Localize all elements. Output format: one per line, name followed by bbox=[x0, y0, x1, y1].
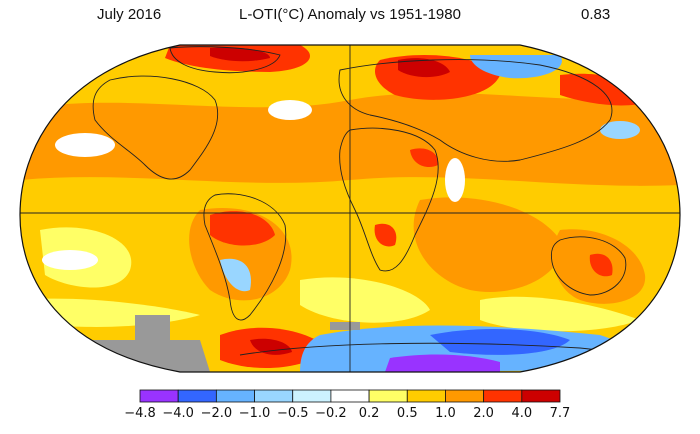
legend-swatch bbox=[215, 389, 255, 403]
global-mean-value: 0.83 bbox=[581, 6, 611, 23]
anomaly-region-antarctica-cold bbox=[430, 328, 570, 355]
legend-tick-label: 0.5 bbox=[397, 406, 418, 421]
coastline-south-america bbox=[203, 193, 287, 321]
legend-tick-label: 2.0 bbox=[473, 406, 494, 421]
anomaly-region-peninsula-core bbox=[250, 338, 292, 355]
legend-swatch bbox=[368, 389, 408, 403]
legend-tick-label: 1.0 bbox=[435, 406, 456, 421]
coastline-eurasia bbox=[338, 59, 613, 162]
legend-tick-label: 0.2 bbox=[359, 406, 380, 421]
legend-swatch bbox=[483, 389, 523, 403]
anomaly-region-east-pacific bbox=[42, 250, 98, 270]
anomaly-region-greenland-core bbox=[210, 47, 270, 62]
color-legend: −4.8 −4.0 −2.0 −1.0 −0.5 −0.2 0.2 0.5 1.0 2.0 4.0 7… bbox=[124, 389, 571, 421]
legend-tick-label: 4.0 bbox=[511, 406, 532, 421]
legend-swatch bbox=[330, 389, 370, 403]
anomaly-region-amazon bbox=[210, 211, 275, 246]
legend-swatch bbox=[139, 389, 179, 403]
globe-outline bbox=[19, 44, 681, 373]
legend-swatch bbox=[521, 389, 561, 403]
anomaly-region-north-atlantic bbox=[268, 100, 312, 120]
legend-tick-label: −1.0 bbox=[239, 406, 271, 421]
legend-tick-label: 7.7 bbox=[550, 406, 571, 421]
coastline-greenland bbox=[169, 46, 281, 74]
legend-tick-label: −0.5 bbox=[277, 406, 309, 421]
anomaly-region-north-pacific bbox=[55, 133, 115, 157]
legend-tick-label: −2.0 bbox=[201, 406, 233, 421]
anomaly-region-south-atlantic bbox=[300, 277, 430, 323]
legend-swatch bbox=[177, 389, 217, 403]
anomaly-region-siberia-core bbox=[398, 58, 450, 78]
anomaly-region-arabian-sea bbox=[445, 158, 465, 202]
legend-swatch bbox=[406, 389, 446, 403]
date-label: July 2016 bbox=[97, 6, 162, 23]
legend-swatch bbox=[292, 389, 332, 403]
anomaly-missing-data bbox=[60, 340, 210, 372]
coastline-north-america bbox=[92, 75, 219, 180]
anomaly-region-indian-ocean bbox=[413, 197, 562, 292]
legend-tick-label: −0.2 bbox=[315, 406, 347, 421]
anomaly-missing-data-sliver bbox=[330, 322, 360, 330]
legend-swatch bbox=[445, 389, 485, 403]
legend-tick-label: −4.0 bbox=[162, 406, 194, 421]
anomaly-region-australia-hot bbox=[589, 253, 613, 277]
anomaly-region-japan-sea bbox=[600, 121, 640, 139]
coastline-australia bbox=[550, 236, 627, 296]
anomaly-region-central-africa bbox=[374, 223, 397, 247]
anomaly-region-southern-indian bbox=[480, 296, 640, 332]
legend-swatch bbox=[254, 389, 294, 403]
anomaly-region-middle-east bbox=[410, 148, 439, 168]
legend-tick-label: −4.8 bbox=[124, 406, 156, 421]
anomaly-region-antarctica-coldest bbox=[385, 354, 500, 372]
coastline-africa bbox=[339, 127, 439, 272]
map-title: L-OTI(°C) Anomaly vs 1951-1980 bbox=[239, 6, 461, 23]
anomaly-region-southern-brazil bbox=[220, 258, 251, 292]
anomaly-missing-data-patch bbox=[135, 315, 170, 340]
